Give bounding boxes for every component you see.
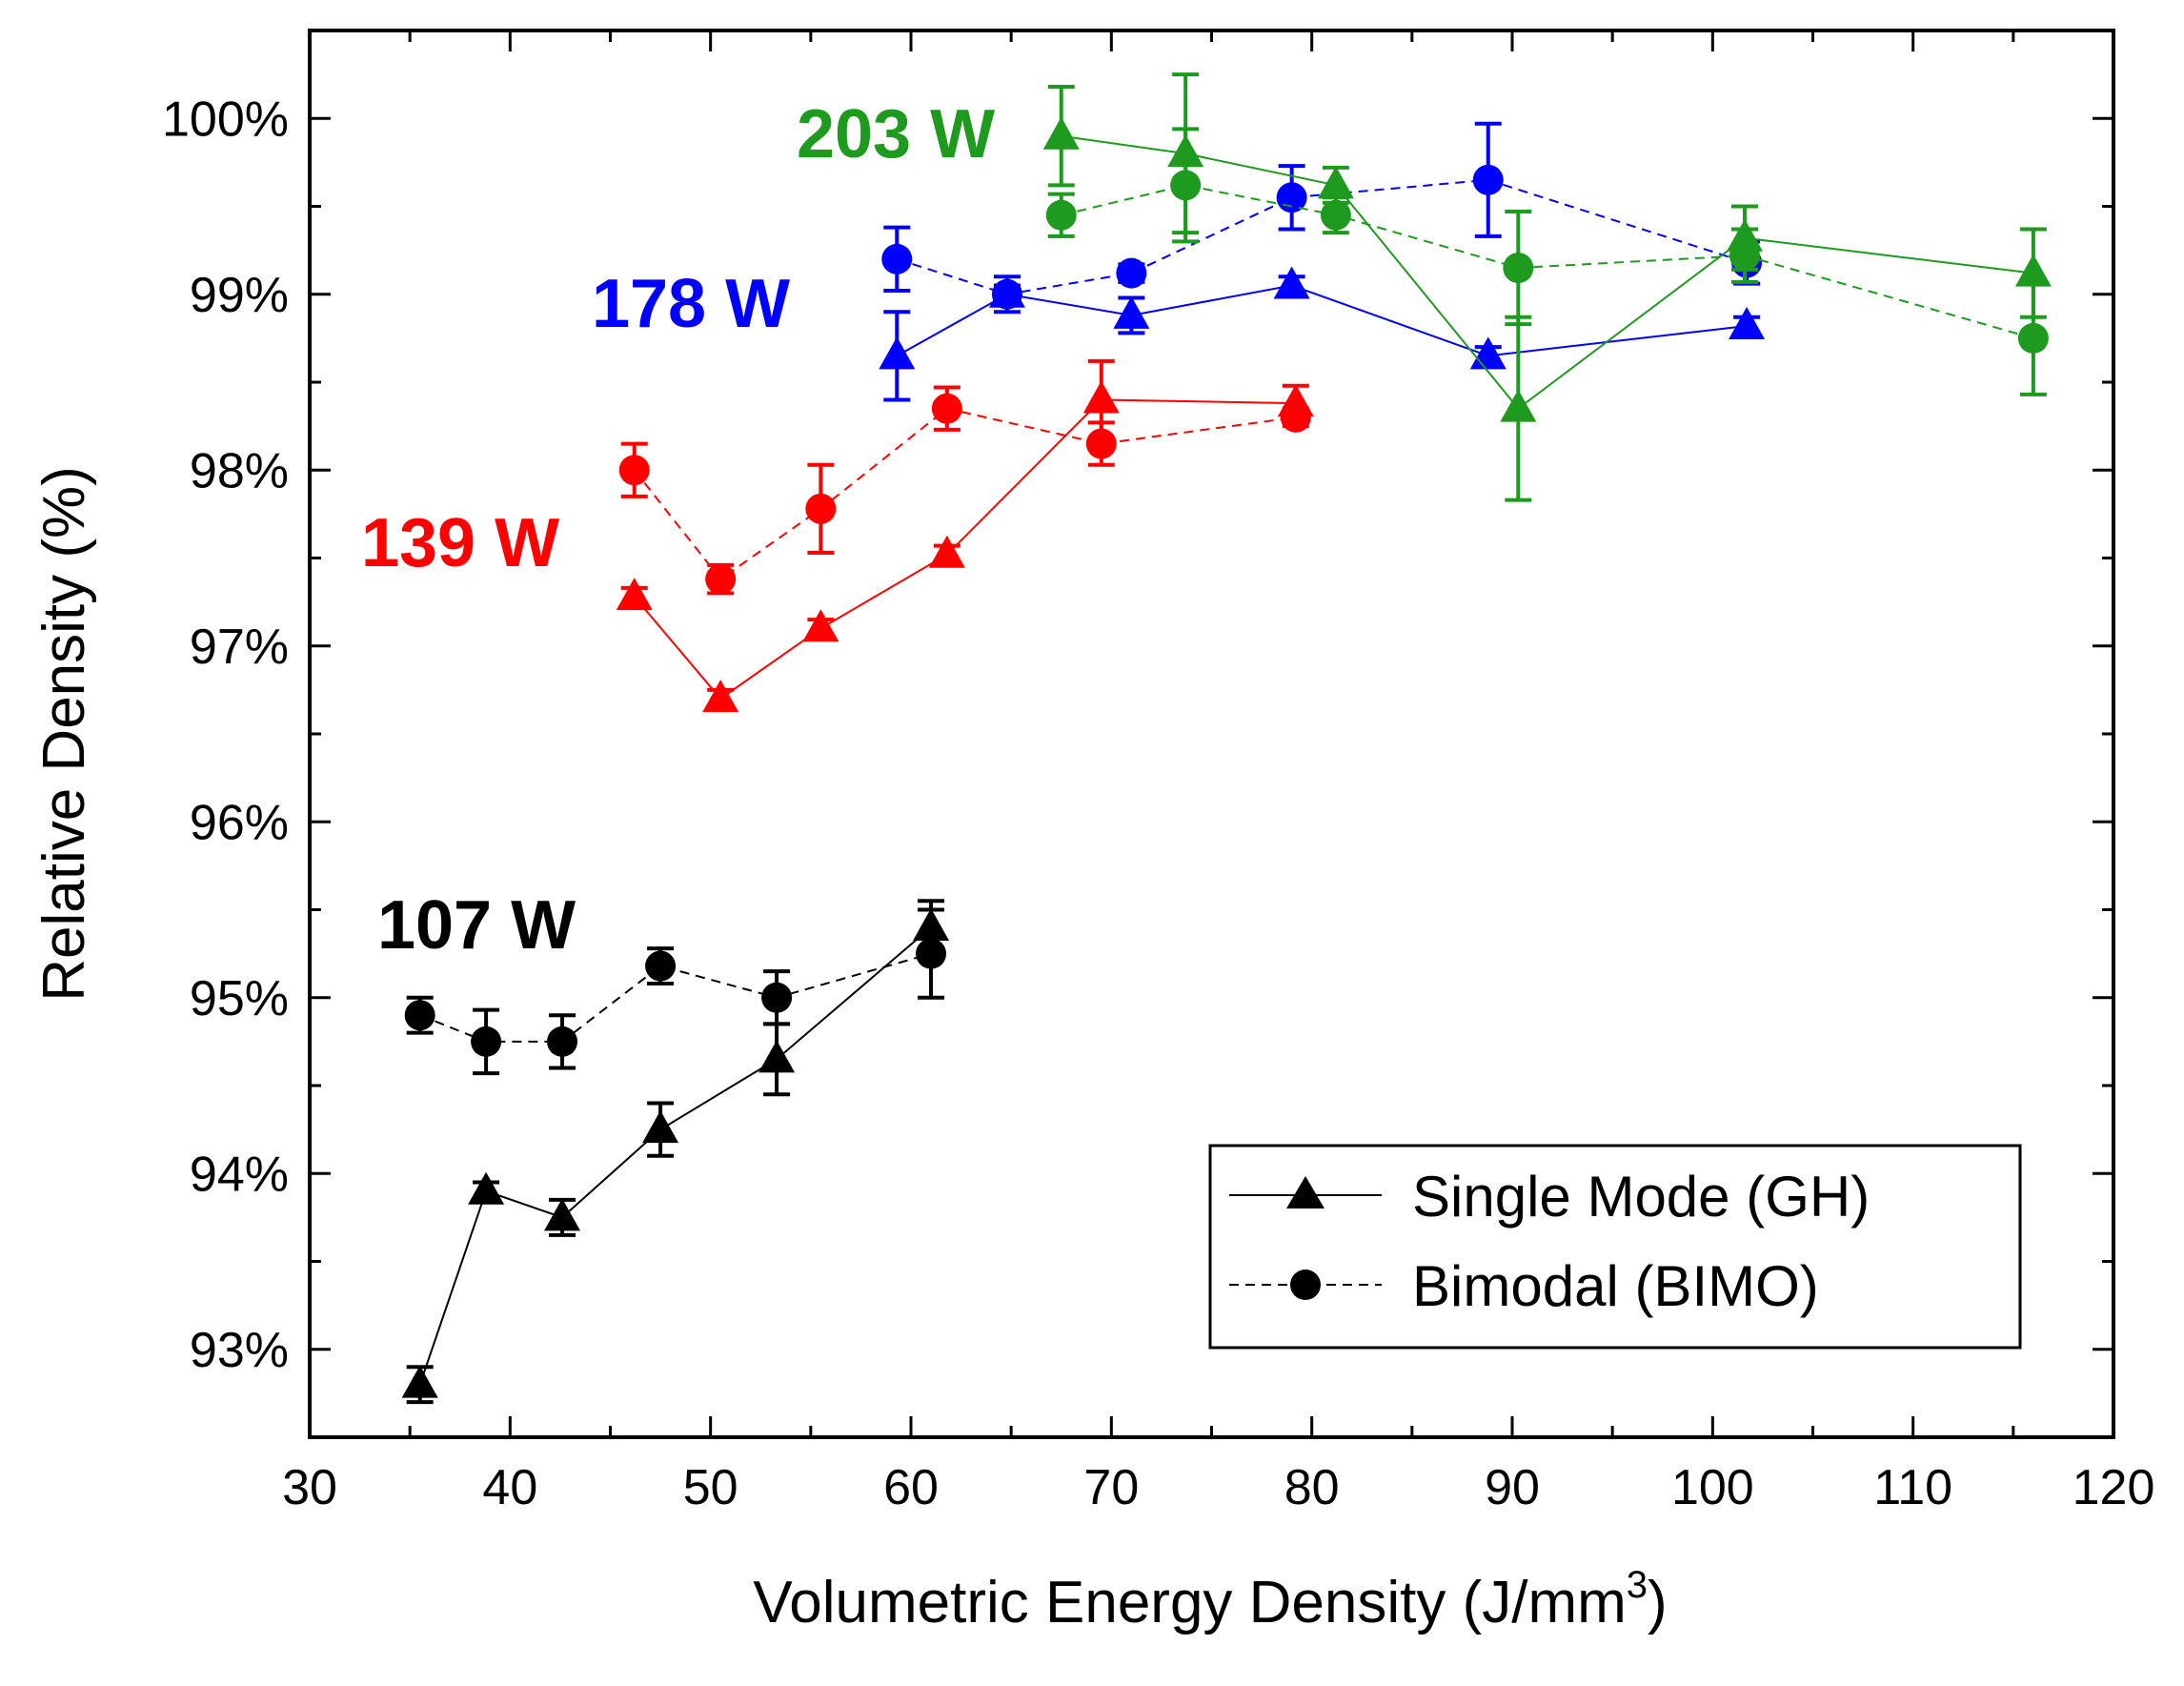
- data-point-circle: [991, 278, 1022, 310]
- data-point-triangle: [2014, 254, 2052, 287]
- data-point-triangle: [642, 1110, 679, 1144]
- series-line: [1061, 134, 2033, 411]
- data-point-circle: [931, 393, 962, 424]
- data-point-triangle: [702, 680, 739, 713]
- series-line: [896, 284, 1748, 357]
- legend-box: [1208, 1144, 2022, 1350]
- power-label-178w: 178 W: [592, 266, 790, 342]
- series-3: [618, 385, 1311, 596]
- legend-label-bimodal: Bimodal (BIMO): [1412, 1254, 1819, 1318]
- data-point-triangle: [616, 578, 653, 611]
- y-axis-title: Relative Density (%): [31, 466, 97, 1002]
- data-point-triangle: [1113, 295, 1150, 329]
- legend-circle-marker: [1290, 1270, 1321, 1300]
- x-tick-label: 90: [1485, 1460, 1540, 1515]
- power-labels: 107 W 139 W 178 W 203 W: [361, 96, 995, 964]
- series-2: [616, 358, 1314, 713]
- data-point-circle: [1085, 428, 1117, 459]
- data-point-triangle: [1500, 389, 1537, 422]
- power-label-203w: 203 W: [797, 96, 995, 173]
- data-point-circle: [1320, 199, 1351, 231]
- y-tick-label: 98%: [190, 443, 289, 498]
- data-point-triangle: [758, 1040, 796, 1073]
- legend-triangle-marker: [1286, 1176, 1325, 1209]
- legend-label-single-mode: Single Mode (GH): [1412, 1165, 1870, 1229]
- x-tick-label: 50: [683, 1460, 738, 1515]
- series-line: [418, 926, 932, 1385]
- data-point-triangle: [1273, 266, 1310, 299]
- series-1: [404, 907, 947, 1076]
- y-tick-label: 100%: [162, 91, 289, 147]
- data-point-circle: [1045, 199, 1077, 231]
- data-point-circle: [705, 563, 737, 595]
- y-tick-label: 94%: [190, 1147, 289, 1202]
- data-point-circle: [471, 1026, 502, 1057]
- data-point-circle: [1503, 253, 1534, 284]
- data-point-circle: [761, 982, 793, 1013]
- data-point-triangle: [544, 1198, 581, 1231]
- legend: Single Mode (GH) Bimodal (BIMO): [1208, 1144, 2022, 1350]
- data-point-circle: [916, 938, 947, 969]
- y-tick-label: 96%: [190, 795, 289, 850]
- data-point-circle: [1116, 257, 1147, 289]
- data-point-triangle: [802, 609, 839, 642]
- data-point-triangle: [1729, 306, 1766, 339]
- series-group: [401, 72, 2052, 1405]
- data-point-circle: [645, 950, 677, 982]
- data-point-circle: [1280, 401, 1311, 433]
- x-tick-label: 120: [2073, 1460, 2155, 1515]
- x-tick-label: 110: [1873, 1460, 1952, 1515]
- data-point-circle: [805, 493, 837, 524]
- x-ticks: 30 40 50 60 70 80 90 100 110 120: [282, 30, 2154, 1515]
- data-point-circle: [2017, 322, 2049, 354]
- x-tick-label: 30: [282, 1460, 337, 1515]
- data-point-triangle: [1317, 166, 1354, 199]
- data-point-circle: [881, 243, 913, 274]
- y-tick-label: 97%: [190, 620, 289, 675]
- x-axis-title: Volumetric Energy Density (J/mm3): [753, 1564, 1667, 1635]
- y-tick-label: 93%: [190, 1323, 289, 1378]
- series-line: [633, 407, 1296, 581]
- y-ticks: 93% 94% 95% 96% 97% 98% 99% 100%: [162, 29, 2113, 1439]
- x-tick-label: 80: [1284, 1460, 1340, 1515]
- data-point-circle: [404, 1000, 435, 1031]
- series-line: [896, 178, 1748, 295]
- series-line: [1061, 184, 2034, 339]
- data-point-triangle: [1082, 380, 1120, 414]
- y-tick-label: 99%: [190, 268, 289, 323]
- data-point-circle: [1472, 164, 1504, 195]
- y-tick-label: 95%: [190, 971, 289, 1026]
- x-tick-label: 100: [1671, 1460, 1754, 1515]
- data-point-triangle: [879, 336, 916, 370]
- x-tick-label: 60: [883, 1460, 939, 1515]
- x-tick-label: 70: [1083, 1460, 1139, 1515]
- series-line: [633, 398, 1296, 701]
- data-point-circle: [1729, 240, 1760, 272]
- data-point-circle: [618, 455, 650, 486]
- power-label-139w: 139 W: [361, 505, 559, 581]
- data-point-circle: [547, 1026, 578, 1057]
- data-point-triangle: [1042, 116, 1080, 150]
- data-point-triangle: [928, 535, 965, 568]
- x-tick-label: 40: [482, 1460, 537, 1515]
- data-point-circle: [1170, 170, 1202, 201]
- series-7: [1045, 127, 2049, 396]
- data-point-triangle: [401, 1365, 438, 1398]
- data-point-triangle: [468, 1171, 505, 1205]
- power-label-107w: 107 W: [377, 887, 576, 964]
